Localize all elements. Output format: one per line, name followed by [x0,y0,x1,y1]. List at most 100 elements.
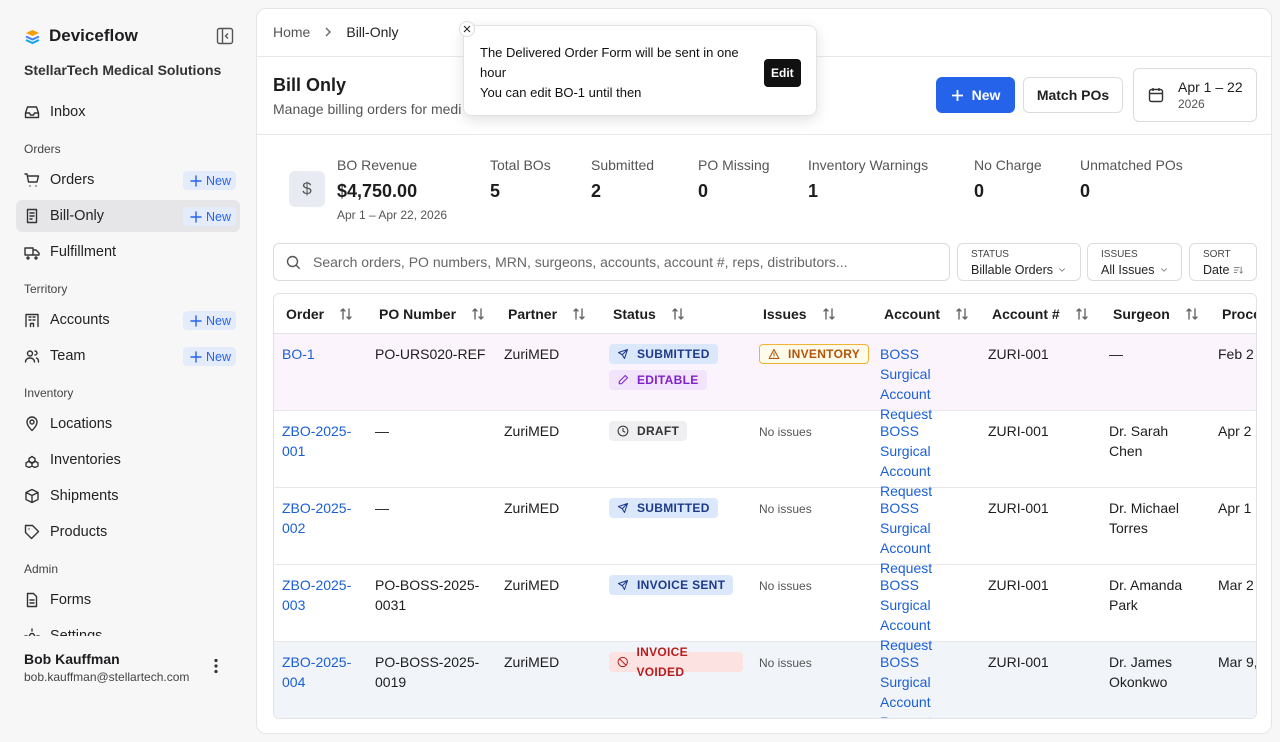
nav-item[interactable]: Fulfillment [16,236,240,268]
account-number: ZURI-001 [988,577,1049,593]
sort-icon [472,307,484,320]
date-range-button[interactable]: Apr 1 – 22 2026 [1133,68,1257,122]
user-menu[interactable] [214,658,218,674]
filter-value: All Issues [1101,262,1181,278]
revenue-icon: $ [289,171,325,207]
nav-item[interactable]: Products [16,516,240,548]
table-cell: PO-URS020-REF [367,334,496,424]
nav-item[interactable]: Inventories [16,444,240,476]
table-header: Order PO Number Partner Status Issues Account… [274,294,1256,334]
filter[interactable]: STATUS Billable Orders [957,243,1081,281]
nav-item[interactable]: Bill-Only New [16,200,240,232]
column-header[interactable]: PO Number [367,294,496,334]
nav-label: Accounts [50,312,110,328]
calendar-icon [1148,88,1164,103]
filter[interactable]: SORT Date [1189,243,1257,281]
nav-item[interactable]: Settings [16,620,240,636]
filter-label: SORT [1203,249,1231,260]
status-badge: INVOICE VOIDED [609,645,743,679]
nav-item[interactable]: Shipments [16,480,240,512]
column-header[interactable]: Order [274,294,367,334]
filter[interactable]: ISSUES All Issues [1087,243,1182,281]
table-row[interactable]: ZBO-2025-003 PO-BOSS-2025-0031 ZuriMED INVO… [274,565,1256,653]
status-icon [617,348,629,360]
brand[interactable]: Deviceflow [24,26,138,46]
column-header[interactable]: Surgeon [1101,294,1210,334]
table-row[interactable]: ZBO-2025-002 — ZuriMED SUBMITTED No issues BO… [274,488,1256,576]
status-badge: SUBMITTED [609,498,718,518]
new-button[interactable]: New [936,77,1015,113]
stat-label: Submitted [591,157,655,173]
column-header[interactable]: Status [601,294,751,334]
account-link[interactable]: BOSS Surgical Account Request [880,577,933,653]
stat-value: 0 [1080,181,1091,201]
filter-text: Billable Orders [971,263,1053,277]
new-badge[interactable]: New [182,171,236,190]
stat-value: 0 [698,181,709,201]
table-row[interactable]: ZBO-2025-001 — ZuriMED DRAFT No issues BOSS S… [274,411,1256,499]
account-link[interactable]: BOSS Surgical Account Request [880,500,933,576]
toast-edit-button[interactable]: Edit [764,59,801,87]
column-header[interactable]: Proce [1210,294,1256,334]
column-header[interactable]: Account # [980,294,1101,334]
nav-label: Settings [50,628,103,636]
status-icon [617,425,629,437]
table-cell: No issues [751,411,872,501]
table-row[interactable]: BO-1 PO-URS020-REF ZuriMED SUBMITTED EDITABL… [274,334,1256,422]
nav-item[interactable]: Accounts New [16,304,240,336]
nav-item[interactable]: Orders New [16,164,240,196]
order-link[interactable]: ZBO-2025-002 [282,500,352,536]
crumb-link[interactable]: Home [273,24,311,40]
po-number: PO-BOSS-2025-0031 [375,577,480,613]
account-link[interactable]: BOSS Surgical Account Request [880,654,932,718]
column-label: Order [286,305,325,322]
button-label: Match POs [1036,87,1110,103]
table-cell: BOSS Surgical Account Request [872,488,980,578]
new-badge[interactable]: New [182,207,236,226]
no-issues: No issues [759,502,812,516]
sort-icon [956,307,968,320]
new-badge[interactable]: New [182,311,236,330]
order-link[interactable]: ZBO-2025-003 [282,577,352,613]
filter-text: All Issues [1101,263,1155,277]
nav-item[interactable]: Forms [16,584,240,616]
status-icon [617,656,628,668]
main-panel: Home Bill-Only Bill Only Manage billing … [256,8,1272,734]
match-pos-button[interactable]: Match POs [1023,77,1123,113]
nav-item[interactable]: Inbox [16,96,240,128]
search-icon [286,255,301,269]
column-header[interactable]: Partner [496,294,601,334]
nav-label: Inbox [50,104,86,120]
search-box[interactable]: Search orders, PO numbers, MRN, surgeons… [273,243,950,281]
collapse-button[interactable] [216,27,234,45]
table-row[interactable]: ZBO-2025-004 PO-BOSS-2025-0019 ZuriMED INVO… [274,642,1256,718]
order-link[interactable]: ZBO-2025-001 [282,423,352,459]
new-badge[interactable]: New [182,347,236,366]
status-badge: INVOICE SENT [609,575,734,595]
brand-name: Deviceflow [49,26,138,45]
toast-detail: You can edit BO-1 until then [480,85,642,100]
status-text: INVOICE VOIDED [636,645,688,679]
user: Bob Kauffman bob.kauffman@stellartech.co… [24,651,189,684]
table-cell: ZuriMED [496,411,601,501]
column-header[interactable]: Issues [751,294,872,334]
crumb-current: Bill-Only [346,24,399,40]
order-link[interactable]: BO-1 [282,346,315,362]
nav-item[interactable]: Team New [16,340,240,372]
stat: PO Missing 0 [698,157,770,202]
table-cell: ZBO-2025-001 [274,411,367,501]
table-cell: SUBMITTED EDITABLE [601,334,751,424]
nav-item[interactable]: Locations [16,408,240,440]
nav-heading: Territory [24,282,68,296]
account-link[interactable]: BOSS Surgical Account Request [880,346,933,422]
column-header[interactable]: Account [872,294,980,334]
order-link[interactable]: ZBO-2025-004 [282,654,352,690]
nav-heading: Orders [24,142,61,156]
account-link[interactable]: BOSS Surgical Account Request [880,423,933,499]
table-cell: ZBO-2025-003 [274,565,367,655]
nav-label: Inventories [50,452,121,468]
table-cell: ZuriMED [496,642,601,718]
po-number: PO-URS020-REF [375,346,486,362]
toast-close[interactable] [459,21,475,37]
